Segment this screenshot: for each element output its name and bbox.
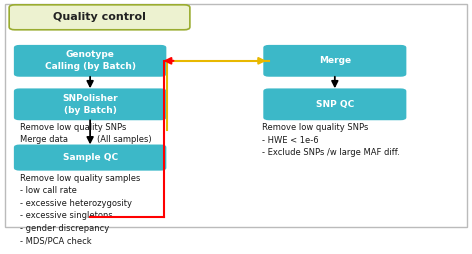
- Text: Merge data: Merge data: [20, 135, 68, 144]
- Text: Genotype
Calling (by Batch): Genotype Calling (by Batch): [45, 50, 135, 71]
- Text: SNP QC: SNP QC: [316, 100, 354, 109]
- FancyBboxPatch shape: [14, 88, 166, 120]
- Text: Quality control: Quality control: [53, 12, 146, 22]
- FancyBboxPatch shape: [14, 145, 166, 171]
- Text: (All samples): (All samples): [97, 135, 152, 144]
- FancyBboxPatch shape: [9, 5, 190, 30]
- FancyBboxPatch shape: [263, 88, 406, 120]
- Text: Remove low quality samples
- low call rate
- excessive heterozygosity
- excessiv: Remove low quality samples - low call ra…: [20, 174, 141, 245]
- Text: Sample QC: Sample QC: [63, 153, 118, 162]
- Text: Merge: Merge: [319, 56, 351, 65]
- Text: SNPolisher
(by Batch): SNPolisher (by Batch): [62, 94, 118, 115]
- FancyBboxPatch shape: [263, 45, 406, 77]
- FancyBboxPatch shape: [14, 45, 166, 77]
- Text: Remove low quality SNPs: Remove low quality SNPs: [20, 123, 127, 132]
- FancyBboxPatch shape: [5, 4, 467, 227]
- Text: Remove low quality SNPs
- HWE < 1e-6
- Exclude SNPs /w large MAF diff.: Remove low quality SNPs - HWE < 1e-6 - E…: [262, 123, 400, 157]
